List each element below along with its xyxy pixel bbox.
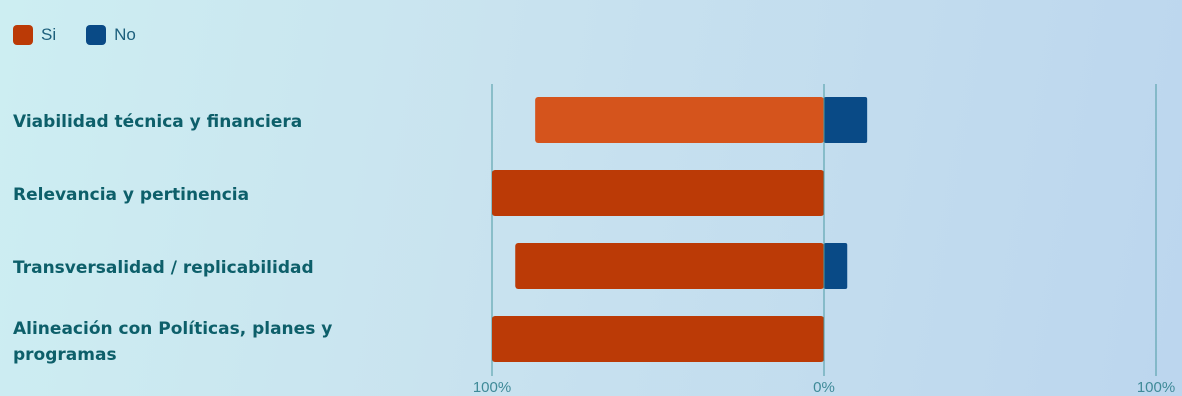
legend-label-si: Si xyxy=(41,25,57,44)
x-tick-label: 100% xyxy=(473,379,511,396)
bar-si[interactable] xyxy=(515,243,824,289)
legend-label-no: No xyxy=(114,25,136,44)
legend-swatch-no xyxy=(86,25,107,45)
bar-no[interactable] xyxy=(824,97,868,143)
bar-si[interactable] xyxy=(535,97,824,143)
bar-no[interactable] xyxy=(824,243,848,289)
bar-si[interactable] xyxy=(492,316,824,362)
category-label: Transversalidad / replicabilidad xyxy=(13,258,314,278)
legend: Si No xyxy=(13,25,166,45)
legend-item-si[interactable]: Si xyxy=(13,25,56,45)
category-label: Relevancia y pertinencia xyxy=(13,185,250,205)
bar-si[interactable] xyxy=(492,170,824,216)
x-tick-label: 0% xyxy=(813,379,835,396)
legend-swatch-si xyxy=(13,25,33,45)
legend-item-no[interactable]: No xyxy=(86,25,136,45)
category-label: Alineación con Políticas, planes y progr… xyxy=(13,319,333,366)
category-label: Viabilidad técnica y financiera xyxy=(13,112,303,132)
x-tick-label: 100% xyxy=(1137,379,1175,396)
